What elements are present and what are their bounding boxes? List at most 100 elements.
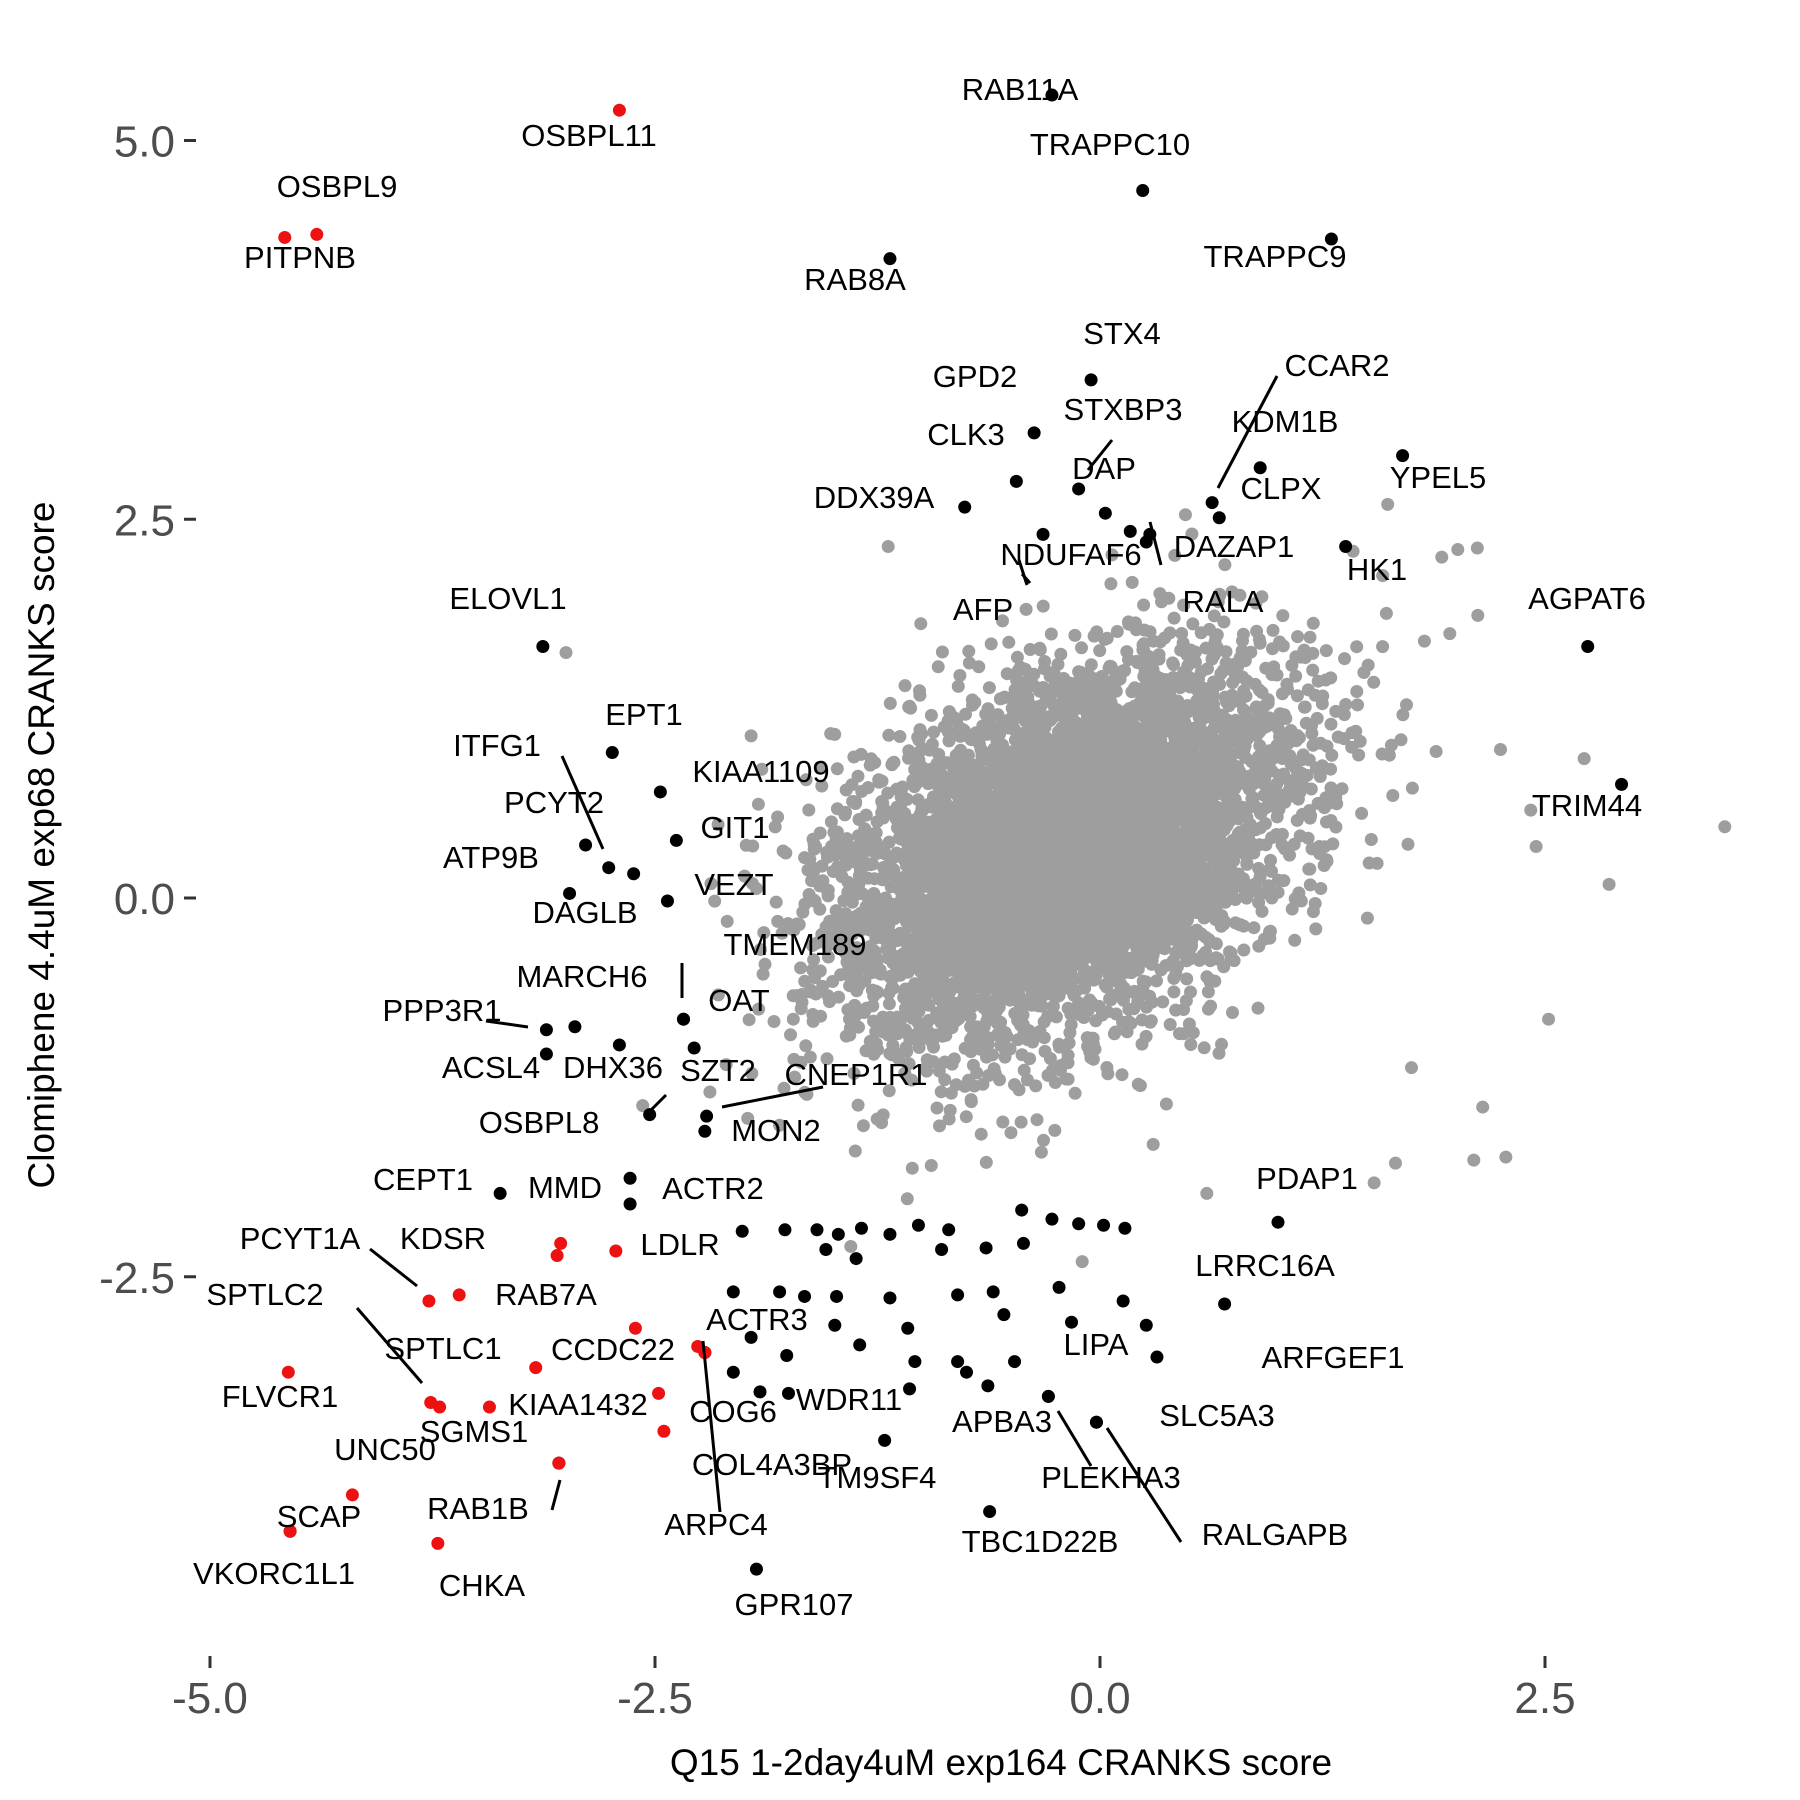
background-point (934, 1085, 948, 1099)
background-point (711, 988, 725, 1002)
background-point (1210, 800, 1224, 814)
background-point (920, 1053, 934, 1067)
background-point (1324, 762, 1338, 776)
background-point (787, 1052, 801, 1066)
background-point (1173, 1027, 1186, 1041)
background-point (979, 707, 993, 721)
background-point (1471, 608, 1485, 622)
background-point (1158, 631, 1172, 645)
background-point (1018, 944, 1031, 958)
background-point (915, 1023, 929, 1037)
background-point (1319, 644, 1333, 658)
background-point (1288, 933, 1302, 947)
background-point (882, 1084, 896, 1098)
background-point (786, 1012, 800, 1026)
background-point (1237, 919, 1251, 933)
background-point (813, 902, 827, 916)
background-point (1152, 652, 1166, 666)
background-point (704, 877, 718, 891)
background-point (1184, 1038, 1198, 1051)
background-point (752, 1002, 766, 1016)
background-point (1186, 1026, 1200, 1040)
background-point (1150, 974, 1163, 988)
background-point (1225, 585, 1239, 599)
background-point (1417, 634, 1431, 648)
background-point (1152, 691, 1166, 705)
background-point (913, 684, 926, 698)
background-point (1068, 628, 1082, 642)
background-point (912, 733, 926, 747)
background-point (913, 723, 927, 737)
background-point (784, 1028, 797, 1042)
background-point (1114, 989, 1127, 1003)
background-point (859, 1044, 873, 1058)
background-point (1324, 814, 1338, 827)
background-point (749, 882, 763, 895)
background-point (1376, 569, 1390, 583)
background-point (1031, 700, 1045, 714)
background-point (771, 810, 785, 824)
background-point (1180, 648, 1194, 662)
background-point (1046, 999, 1060, 1013)
background-point (1294, 894, 1308, 908)
background-point (1184, 985, 1197, 999)
background-point (935, 645, 949, 659)
background-point (1306, 738, 1320, 752)
background-point (820, 845, 834, 859)
background-point (1166, 656, 1180, 670)
background-point (1167, 611, 1181, 625)
background-point (799, 773, 813, 787)
background-point (1384, 738, 1398, 752)
background-point (1159, 1097, 1173, 1111)
background-point (1004, 1126, 1018, 1140)
background-point (965, 693, 979, 707)
background-point (846, 927, 859, 941)
background-point (869, 826, 883, 840)
background-point (959, 707, 972, 721)
background-point (769, 895, 783, 909)
background-point (953, 669, 967, 682)
background-point (964, 1093, 978, 1107)
background-point (1276, 639, 1290, 653)
background-point (1303, 630, 1317, 644)
background-point (768, 820, 782, 834)
background-point (1306, 646, 1320, 660)
background-point (851, 1098, 865, 1112)
background-point (1324, 717, 1338, 731)
background-point (1350, 685, 1364, 698)
background-point (1156, 995, 1170, 1009)
background-point (943, 1103, 957, 1117)
background-point (1066, 970, 1080, 984)
background-point (1199, 641, 1213, 655)
background-point (703, 1085, 717, 1099)
background-point (1226, 676, 1240, 690)
background-point (1236, 670, 1249, 684)
background-point (798, 897, 812, 911)
background-point (1360, 911, 1374, 925)
background-point (1068, 1086, 1082, 1100)
background-point (898, 946, 912, 960)
background-point (951, 679, 965, 693)
background-point (1264, 853, 1277, 867)
background-point (1278, 795, 1292, 809)
background-point (1054, 647, 1068, 661)
background-point (1097, 677, 1110, 691)
background-point (1207, 609, 1221, 623)
background-point (881, 786, 895, 800)
background-point (1036, 599, 1050, 613)
background-point (1202, 1002, 1215, 1016)
background-point (1194, 626, 1208, 640)
background-point (1429, 745, 1443, 758)
background-point (1201, 662, 1214, 676)
background-point (815, 779, 829, 793)
background-point (1141, 694, 1155, 708)
background-point (802, 803, 816, 817)
background-point (1293, 829, 1307, 843)
background-point (1197, 1041, 1211, 1055)
background-point (1201, 985, 1215, 999)
background-point (1213, 587, 1226, 601)
background-point (708, 894, 722, 908)
background-point (982, 980, 996, 994)
background-point (756, 967, 770, 981)
background-point (741, 1111, 755, 1125)
